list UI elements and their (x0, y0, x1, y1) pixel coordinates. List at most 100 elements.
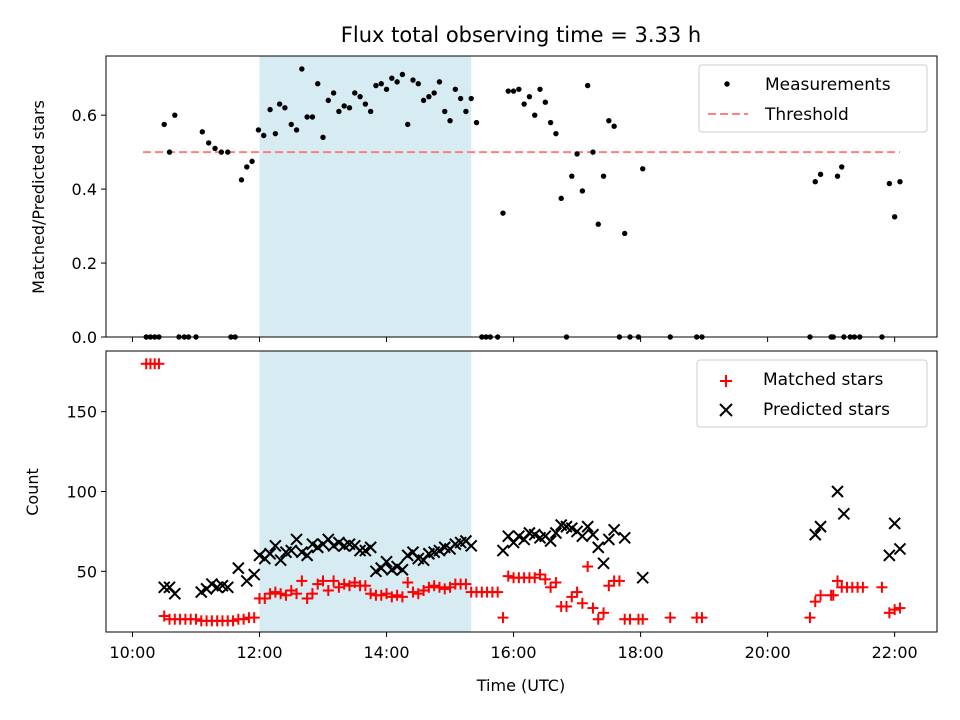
measurement-point (282, 105, 288, 111)
bottom-y-tick-label: 150 (66, 403, 97, 422)
measurement-point (336, 108, 342, 115)
measurement-point (420, 97, 427, 104)
measurement-point (606, 118, 612, 124)
measurement-point (315, 81, 321, 87)
top-axes-frame (105, 55, 938, 338)
matched-star-point (439, 583, 451, 595)
measurement-point (574, 151, 580, 157)
measurement-point (500, 210, 506, 216)
bottom-legend-box (696, 359, 928, 428)
top-y-tick-label: 0.0 (72, 328, 97, 347)
predicted-star-point (274, 553, 287, 567)
predicted-star-point (168, 587, 182, 600)
matched-star-point (804, 612, 816, 624)
measurement-point (249, 158, 255, 165)
matched-star-point (407, 586, 419, 598)
measurement-point (468, 95, 474, 102)
matched-star-point (550, 577, 562, 589)
measurement-point (255, 127, 262, 133)
predicted-star-point (221, 581, 234, 594)
measurement-point (373, 82, 379, 89)
measurement-point (293, 127, 300, 133)
matched-star-point (889, 604, 901, 616)
matched-star-point (637, 613, 649, 625)
measurement-point (218, 149, 225, 155)
matched-star-point (296, 575, 308, 587)
measurement-point (199, 129, 206, 135)
matched-star-point (502, 570, 514, 582)
matched-star-point (545, 581, 557, 593)
measurement-point (452, 86, 459, 92)
x-tick-label: 18:00 (618, 643, 664, 662)
matched-star-point (375, 589, 387, 601)
measurement-point (510, 88, 517, 94)
measurement-point (238, 177, 245, 183)
matched-star-point (386, 591, 398, 603)
measurement-point (352, 90, 358, 96)
measurement-point (505, 88, 511, 94)
predicted-star-point (158, 581, 171, 594)
top-y-tick-label: 0.4 (72, 180, 97, 199)
measurement-point (410, 77, 416, 83)
predicted-star-point (576, 529, 589, 543)
matched-star-point (301, 592, 313, 604)
measurement-point (161, 121, 167, 128)
matched-star-point (582, 561, 594, 573)
matched-star-point (227, 615, 239, 627)
measurement-point (640, 166, 646, 172)
predicted-star-point (586, 528, 600, 541)
predicted-star-point (544, 534, 557, 548)
matched-star-point (391, 589, 403, 601)
bottom-legend: Matched stars Predicted stars (696, 359, 928, 428)
predicted-star-point (465, 539, 478, 552)
matched-star-point (328, 575, 340, 587)
x-tick-label: 20:00 (745, 643, 791, 662)
predicted-star-point (592, 541, 605, 554)
measurement-point (346, 105, 353, 111)
measurement-point (817, 171, 824, 178)
measurement-point (276, 101, 283, 107)
matched-star-point (827, 589, 839, 601)
x-axis-label: Time (UTC) (476, 676, 565, 695)
measurement-point (378, 81, 384, 87)
measurement-point (367, 108, 374, 115)
bottom-y-tick-label: 100 (66, 483, 97, 502)
matched-star-point (264, 588, 276, 600)
predicted-star-point (607, 523, 621, 537)
top-y-tick-label: 0.6 (72, 106, 97, 125)
predicted-star-point (364, 541, 377, 554)
legend-threshold-label: Threshold (764, 105, 849, 125)
x-tick-label: 12:00 (236, 643, 282, 662)
measurement-point (309, 114, 316, 120)
predicted-star-point (300, 549, 314, 562)
measurement-point (622, 230, 628, 237)
chart-title: Flux total observing time = 3.33 h (341, 23, 701, 47)
measurement-point (205, 140, 212, 146)
matched-star-point (396, 591, 408, 603)
matched-star-point (534, 569, 546, 581)
measurement-point (383, 86, 390, 92)
legend-predicted-label: Predicted stars (763, 400, 890, 420)
measurement-point (526, 93, 533, 100)
measurement-point (320, 134, 326, 141)
matched-star-point (322, 584, 334, 596)
matched-star-point (857, 581, 869, 593)
matched-star-point (497, 612, 509, 624)
matched-star-point (275, 588, 287, 600)
matched-star-point (831, 575, 843, 587)
bottom-panel: 50 100 150 10:00 12:00 14:00 16:00 18:00 20:00 22… (23, 350, 938, 695)
measurement-point (261, 132, 267, 139)
measurement-point (405, 121, 411, 128)
predicted-star-point (581, 520, 594, 533)
x-tick-label: 10:00 (109, 643, 155, 662)
matched-star-point (365, 588, 377, 600)
predicted-star-point (893, 542, 907, 556)
measurement-point (463, 108, 469, 115)
x-tick-label: 16:00 (491, 643, 537, 662)
matched-star-point (598, 607, 610, 619)
measurement-point (299, 66, 305, 72)
predicted-star-point (290, 533, 303, 546)
predicted-star-point (269, 539, 282, 552)
predicted-star-point (837, 507, 851, 521)
measurement-point (521, 101, 527, 107)
